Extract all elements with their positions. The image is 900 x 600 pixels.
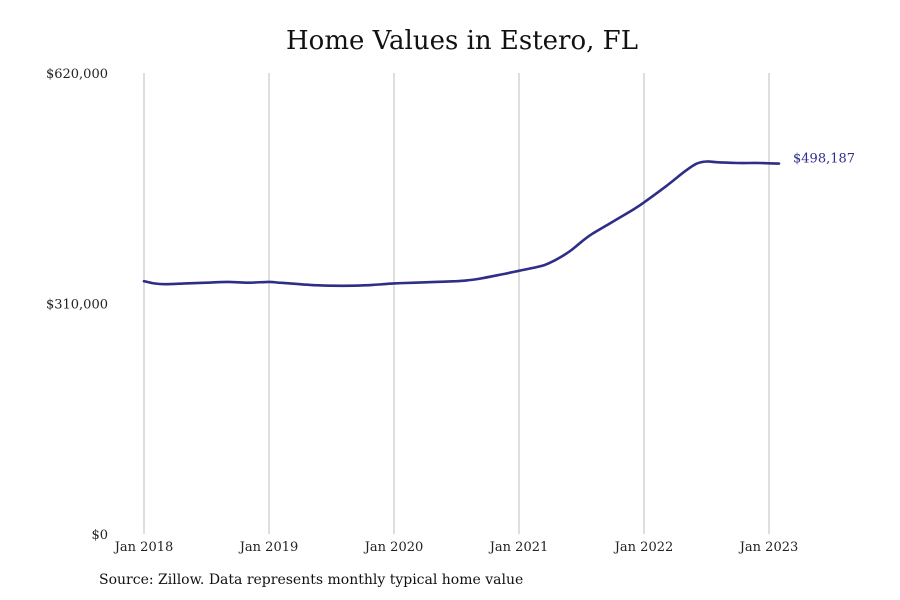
grid-lines	[143, 73, 770, 534]
y-tick-label: $620,000	[46, 67, 108, 82]
x-tick-label: Jan 2021	[488, 540, 549, 555]
chart-title: Home Values in Estero, FL	[286, 26, 638, 56]
data-labels: $498,187	[793, 152, 855, 167]
x-tick-label: Jan 2020	[363, 540, 424, 555]
source-note: Source: Zillow. Data represents monthly …	[99, 572, 524, 588]
y-tick-label: $0	[91, 528, 108, 543]
series-line-home-value	[142, 160, 781, 288]
x-axis: Jan 2018 Jan 2019 Jan 2020 Jan 2021 Jan 2022…	[113, 540, 799, 555]
y-axis: $0 $310,000 $620,000	[46, 67, 108, 543]
y-tick-label: $310,000	[46, 298, 108, 313]
series-layer	[142, 160, 781, 288]
x-tick-label: Jan 2019	[238, 540, 299, 555]
x-tick-label: Jan 2023	[738, 540, 799, 555]
x-tick-label: Jan 2018	[113, 540, 174, 555]
end-value-label: $498,187	[793, 152, 855, 167]
x-tick-label: Jan 2022	[613, 540, 674, 555]
